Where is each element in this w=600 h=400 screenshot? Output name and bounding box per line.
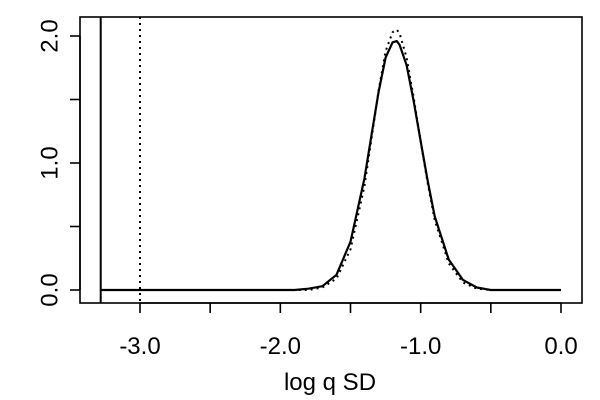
series-line-dotted — [100, 28, 561, 291]
x-tick-label: -3.0 — [119, 333, 160, 360]
series-line-solid — [100, 39, 561, 292]
y-tick-label: 1.0 — [37, 146, 64, 179]
plot-frame — [79, 16, 583, 304]
y-tick-label: 2.0 — [37, 19, 64, 52]
x-axis: -3.0 -2.0 -1.0 0.0 — [119, 302, 578, 360]
x-axis-title: log q SD — [284, 369, 376, 396]
x-tick-label: -1.0 — [400, 333, 441, 360]
x-tick-label: -2.0 — [260, 333, 301, 360]
x-tick-label: 0.0 — [544, 333, 577, 360]
y-axis: 0.0 1.0 2.0 — [37, 19, 81, 307]
series-layer — [100, 28, 561, 292]
y-tick-label: 0.0 — [37, 273, 64, 306]
vertical-reference-lines — [99, 17, 141, 303]
